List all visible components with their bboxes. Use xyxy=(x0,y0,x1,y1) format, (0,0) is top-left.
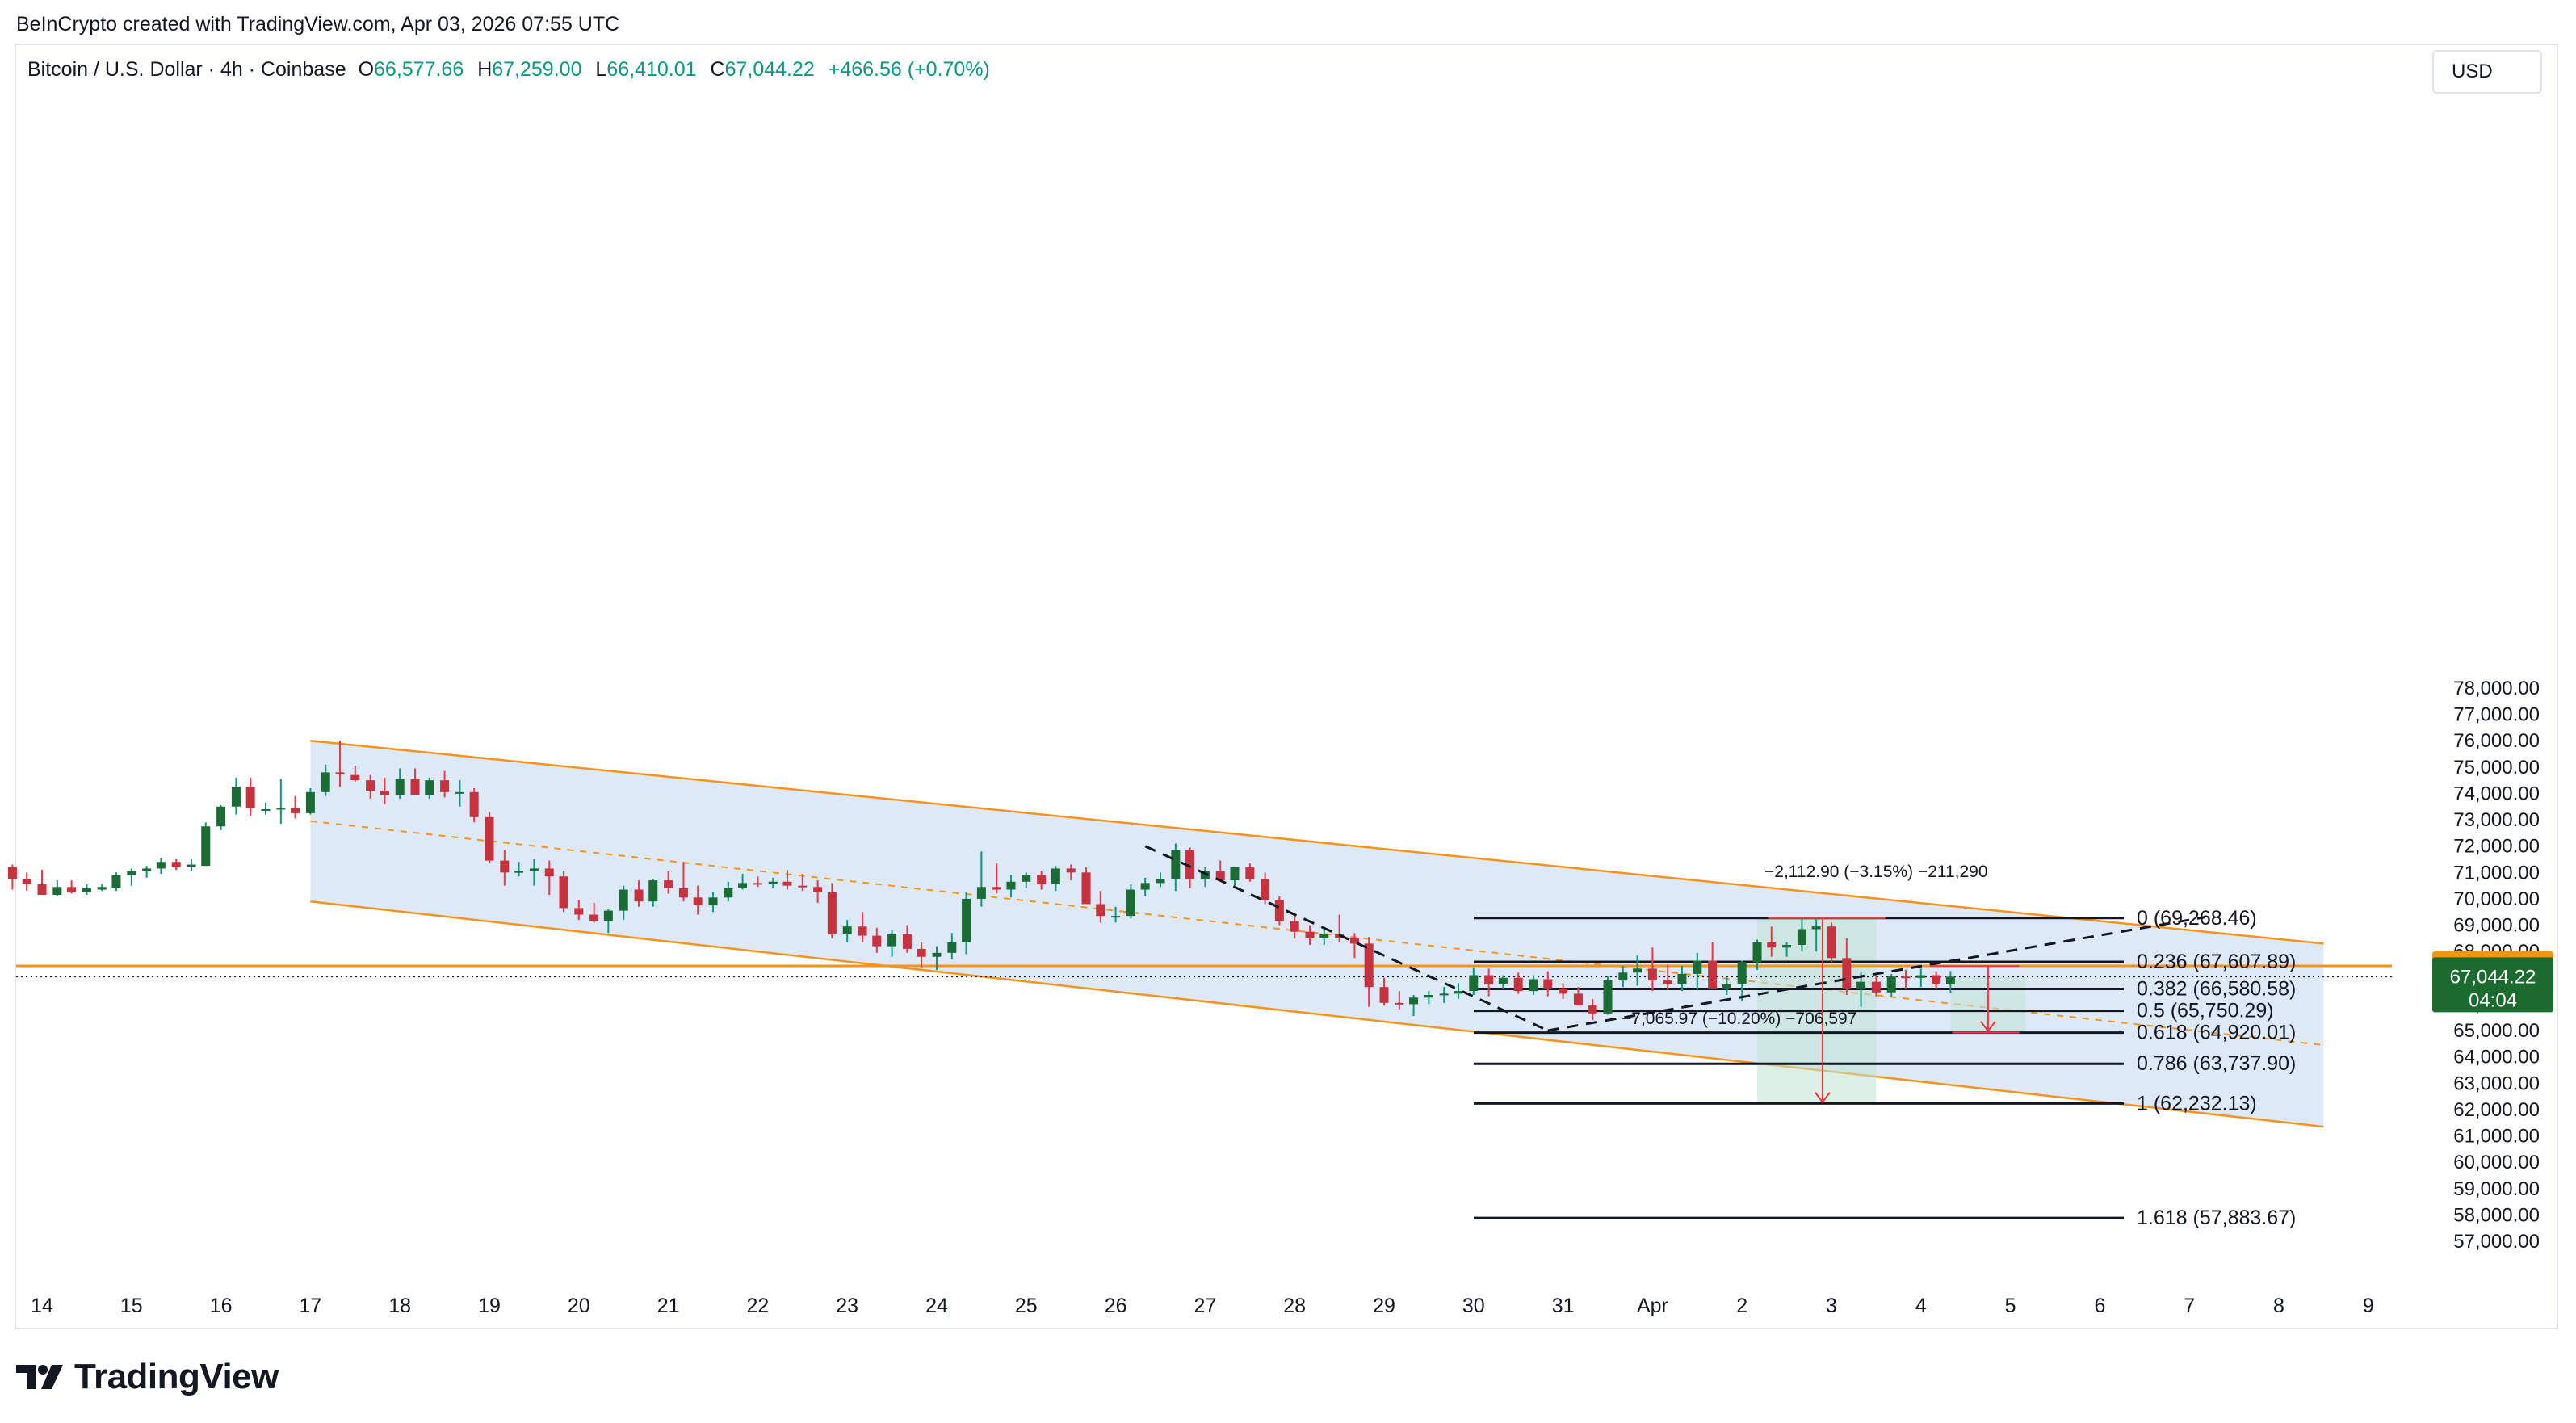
tradingview-logo-icon xyxy=(16,1365,63,1389)
open-label: O xyxy=(358,58,375,81)
close-label: C xyxy=(710,58,725,81)
chart-frame xyxy=(15,44,2558,1329)
brand-name: TradingView xyxy=(74,1357,279,1396)
currency-button[interactable]: USD xyxy=(2432,50,2542,94)
change-value: +466.56 (+0.70%) xyxy=(828,58,990,81)
symbol-name[interactable]: Bitcoin / U.S. Dollar · 4h · Coinbase xyxy=(27,58,346,81)
high-label: H xyxy=(477,58,493,81)
high-value: 67,259.00 xyxy=(492,58,582,81)
chart-credit: BeInCrypto created with TradingView.com,… xyxy=(16,13,620,36)
low-value: 66,410.01 xyxy=(606,58,697,81)
close-value: 67,044.22 xyxy=(724,58,815,81)
tradingview-logo[interactable]: TradingView xyxy=(16,1357,279,1397)
symbol-legend: Bitcoin / U.S. Dollar · 4h · Coinbase O6… xyxy=(27,58,998,82)
low-label: L xyxy=(595,58,607,81)
open-value: 66,577.66 xyxy=(374,58,464,81)
